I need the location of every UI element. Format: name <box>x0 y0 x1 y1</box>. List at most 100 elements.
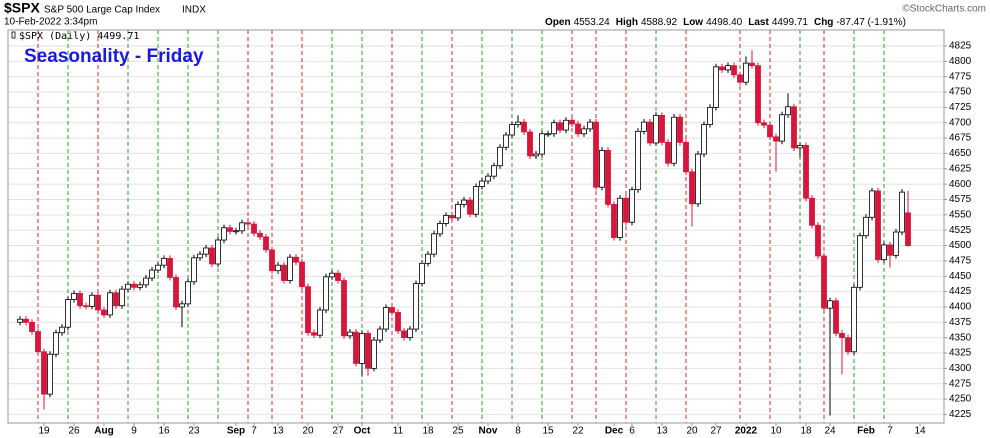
candle-body <box>515 121 521 125</box>
candle-body <box>71 293 77 300</box>
candle-body <box>527 131 533 157</box>
candle-body <box>119 288 125 307</box>
candle-body <box>407 328 413 339</box>
x-tick-label: 24 <box>824 426 836 437</box>
candle-body <box>659 114 665 143</box>
candle-body <box>869 190 875 218</box>
x-tick-label: Oct <box>354 426 371 437</box>
candle-body <box>587 121 593 130</box>
candle-body <box>653 114 659 144</box>
candle-body <box>221 227 227 241</box>
candle-body <box>779 114 785 142</box>
candle-body <box>209 247 215 265</box>
candle-body <box>611 203 617 238</box>
x-tick-label: Dec <box>605 426 624 437</box>
x-tick-label: 7 <box>887 426 893 437</box>
candle-body <box>665 141 671 164</box>
exchange: INDX <box>182 5 206 16</box>
candle-body <box>155 264 161 271</box>
candle-body <box>41 351 47 395</box>
x-tick-label: 8 <box>515 426 521 437</box>
candle-body <box>743 62 749 83</box>
candle-body <box>167 258 173 278</box>
candle-body <box>143 277 149 286</box>
candle-body <box>821 255 827 309</box>
candle-body <box>185 281 191 305</box>
candle-body <box>113 292 119 307</box>
candle-body <box>323 276 329 311</box>
y-tick-label: 4600 <box>949 179 972 190</box>
candle-body <box>269 249 275 272</box>
candle-body <box>239 222 245 232</box>
y-tick-label: 4275 <box>949 378 972 389</box>
y-tick-label: 4300 <box>949 363 972 374</box>
y-tick-label: 4575 <box>949 194 972 205</box>
candle-body <box>431 233 437 255</box>
candle-body <box>569 119 575 125</box>
candle-body <box>257 232 263 238</box>
x-tick-label: Feb <box>857 426 875 437</box>
candle-body <box>95 294 101 311</box>
y-tick-label: 4325 <box>949 348 972 359</box>
candle-body <box>545 133 551 136</box>
credit: ©StockCharts.com <box>902 4 986 15</box>
candle-body <box>281 264 287 281</box>
candle-body <box>521 121 527 133</box>
candle-body <box>419 262 425 285</box>
x-tick-label: 26 <box>68 426 80 437</box>
candle-body <box>605 149 611 205</box>
candle-body <box>317 309 323 336</box>
candle-body <box>563 119 569 131</box>
candle-body <box>815 224 821 257</box>
quote-value: 4499.71 <box>772 17 809 28</box>
candle-body <box>881 244 887 261</box>
quote-value: -87.47 (-1.91%) <box>836 17 905 28</box>
candle-body <box>47 353 53 395</box>
candle-body <box>893 231 899 256</box>
candle-body <box>29 321 35 332</box>
candle-body <box>647 121 653 144</box>
y-tick-label: 4475 <box>949 256 972 267</box>
quote-value: 4498.40 <box>706 17 743 28</box>
candle-body <box>875 190 881 261</box>
candle-body <box>767 124 773 138</box>
candle-body <box>509 124 515 136</box>
quote-label: Last <box>748 17 769 28</box>
candle-body <box>377 328 383 341</box>
candle-body <box>623 197 629 223</box>
candle-body <box>845 337 851 353</box>
candle-body <box>59 326 65 334</box>
candle-body <box>617 197 623 238</box>
candle-body <box>635 130 641 191</box>
candle-body <box>89 294 95 307</box>
x-tick-label: 20 <box>686 426 698 437</box>
candle-body <box>179 303 185 308</box>
x-tick-label: 13 <box>656 426 668 437</box>
candle-body <box>755 65 761 124</box>
x-tick-label: 22 <box>572 426 584 437</box>
candle-body <box>701 124 707 155</box>
plot-area <box>8 30 944 423</box>
y-tick-label: 4225 <box>949 409 972 420</box>
candle-body <box>107 292 113 316</box>
candle-body <box>833 300 839 334</box>
y-tick-label: 4625 <box>949 163 972 174</box>
y-tick-label: 4650 <box>949 148 972 159</box>
candle-body <box>827 300 833 309</box>
quote: Open 4553.24 High 4588.92 Low 4498.40 Last 4499… <box>545 17 906 28</box>
candle-body <box>125 283 131 290</box>
candle-body <box>227 227 233 232</box>
candle-body <box>233 230 239 233</box>
candle-body <box>629 189 635 223</box>
candle-body <box>761 122 767 126</box>
candle-body <box>215 239 221 265</box>
candle-body <box>449 215 455 219</box>
x-tick-label: Aug <box>94 426 113 437</box>
x-tick-label: 18 <box>422 426 434 437</box>
candle-body <box>593 121 599 188</box>
candle-body <box>263 236 269 251</box>
candle-body <box>749 62 755 67</box>
candle-body <box>467 199 473 215</box>
candle-body <box>581 128 587 135</box>
